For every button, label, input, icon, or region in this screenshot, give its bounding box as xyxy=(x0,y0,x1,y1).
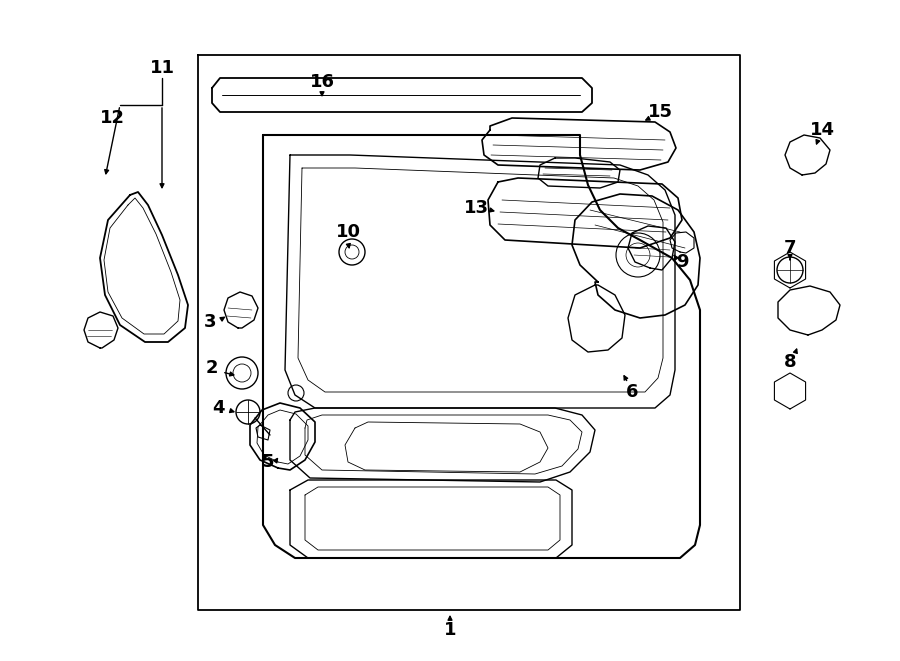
Text: 16: 16 xyxy=(310,73,335,91)
Text: 12: 12 xyxy=(100,109,124,127)
Text: 8: 8 xyxy=(784,353,796,371)
Text: 2: 2 xyxy=(206,359,218,377)
Text: 11: 11 xyxy=(149,59,175,77)
Text: 13: 13 xyxy=(464,199,489,217)
Text: 10: 10 xyxy=(336,223,361,241)
Text: 14: 14 xyxy=(809,121,834,139)
Text: 9: 9 xyxy=(676,253,688,271)
Text: 5: 5 xyxy=(262,453,274,471)
Text: 3: 3 xyxy=(203,313,216,331)
Text: 6: 6 xyxy=(626,383,638,401)
Text: 1: 1 xyxy=(444,621,456,639)
Text: 7: 7 xyxy=(784,239,796,257)
Text: 15: 15 xyxy=(647,103,672,121)
Text: 4: 4 xyxy=(212,399,224,417)
